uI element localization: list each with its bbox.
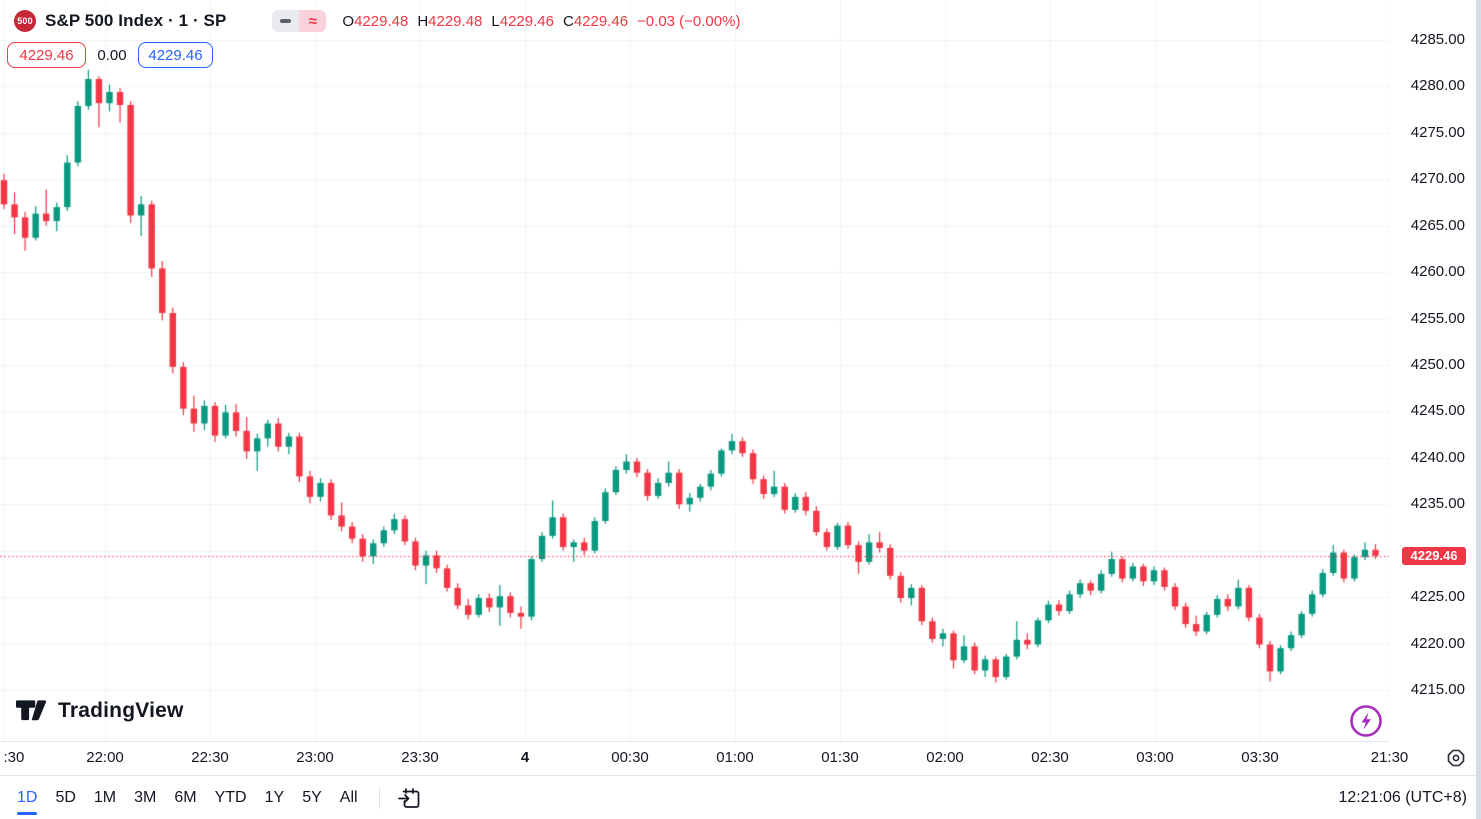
time-axis[interactable]: :30 22:00 22:30 23:00 23:30 4 00:30 01:00 01:30 0… bbox=[0, 742, 1410, 775]
go-to-date-button[interactable] bbox=[394, 782, 426, 814]
time-tick-label: 22:00 bbox=[86, 749, 124, 766]
time-tick-label: 01:00 bbox=[716, 749, 754, 766]
tradingview-logo-text: TradingView bbox=[58, 699, 184, 722]
price-tick-label: 4270.00 bbox=[1410, 170, 1465, 188]
date-range-switcher: 1D 5D 1M 3M 6M YTD 1Y 5Y All bbox=[8, 783, 367, 815]
octagon-settings-icon bbox=[1447, 749, 1465, 767]
price-tick-label: 4250.00 bbox=[1410, 356, 1465, 373]
approx-price-button[interactable]: ≈ bbox=[299, 10, 327, 32]
bottom-toolbar: 1D 5D 1M 3M 6M YTD 1Y 5Y All 12:21:06 (UTC+8) bbox=[0, 775, 1481, 819]
price-tick-label: 4215.00 bbox=[1410, 681, 1465, 698]
time-tick-label: 03:30 bbox=[1241, 749, 1279, 766]
price-tick-label: 4260.00 bbox=[1410, 263, 1465, 281]
range-button-3m[interactable]: 3M bbox=[134, 789, 157, 806]
chart-legend: 500 S&P 500 Index · 1 · SP ≈ O4229.48 H42… bbox=[14, 9, 740, 33]
wave-icon: ≈ bbox=[308, 12, 318, 30]
legend-toggle-group[interactable]: ≈ bbox=[272, 10, 327, 32]
range-button-6m[interactable]: 6M bbox=[174, 789, 197, 806]
price-tick-label: 4285.00 bbox=[1410, 31, 1465, 48]
ohlc-item: O4229.48 bbox=[342, 12, 409, 30]
calendar-arrow-icon bbox=[398, 787, 420, 808]
scrollbar-strip[interactable] bbox=[1476, 0, 1481, 819]
time-tick-label: 01:30 bbox=[821, 749, 859, 766]
time-tick-label: 23:00 bbox=[296, 749, 334, 766]
range-button-1y[interactable]: 1Y bbox=[264, 789, 285, 806]
tradingview-logo-icon bbox=[15, 700, 47, 721]
lightning-icon bbox=[1350, 705, 1382, 737]
candlestick-chart-canvas[interactable] bbox=[0, 0, 1402, 742]
ohlc-item: C4229.46 bbox=[562, 12, 629, 30]
sp500-badge-icon: 500 bbox=[14, 10, 36, 32]
order-panel: 4229.46 0.00 4229.46 bbox=[7, 42, 213, 68]
symbol-title[interactable]: S&P 500 Index · 1 · SP bbox=[45, 11, 227, 30]
buy-price-button[interactable]: 4229.46 bbox=[138, 42, 213, 68]
spread-value: 0.00 bbox=[97, 46, 127, 64]
time-axis-settings-button[interactable] bbox=[1443, 745, 1469, 771]
price-axis[interactable]: 4285.00 4280.00 4275.00 4270.00 4265.00 4260.… bbox=[1389, 0, 1476, 742]
time-tick-label: 02:30 bbox=[1031, 749, 1069, 766]
price-tick-label: 4240.00 bbox=[1410, 448, 1465, 466]
ohlc-values: O4229.48 H4229.48 L4229.46 C4229.46 −0.03 (−… bbox=[342, 13, 740, 30]
range-button-5y[interactable]: 5Y bbox=[302, 789, 322, 806]
last-price-tag[interactable]: 4229.46 bbox=[1402, 546, 1466, 565]
time-tick-label: :30 bbox=[3, 749, 25, 766]
range-button-all[interactable]: All bbox=[339, 789, 358, 806]
hide-series-button[interactable] bbox=[272, 10, 300, 32]
ohlc-item: L4229.46 bbox=[491, 12, 554, 30]
time-tick-label: 00:30 bbox=[611, 749, 649, 766]
price-tick-label: 4275.00 bbox=[1410, 123, 1465, 141]
time-tick-label: 03:00 bbox=[1136, 749, 1174, 766]
toolbar-divider bbox=[378, 787, 380, 809]
dash-icon bbox=[280, 19, 292, 23]
change-value: −0.03 (−0.00%) bbox=[637, 12, 741, 30]
range-button-5d[interactable]: 5D bbox=[55, 789, 76, 806]
price-tick-label: 4235.00 bbox=[1410, 495, 1465, 513]
instant-trading-button[interactable] bbox=[1348, 703, 1384, 739]
time-tick-label: 4 bbox=[520, 749, 530, 766]
price-tick-label: 4245.00 bbox=[1410, 402, 1465, 420]
time-tick-label: 21:30 bbox=[1370, 749, 1409, 766]
price-tick-label: 4220.00 bbox=[1410, 634, 1465, 652]
tradingview-logo[interactable]: TradingView bbox=[15, 698, 184, 724]
sell-price-button[interactable]: 4229.46 bbox=[7, 42, 86, 68]
time-tick-label: 22:30 bbox=[191, 749, 229, 766]
range-button-ytd[interactable]: YTD bbox=[214, 789, 247, 806]
price-tick-label: 4265.00 bbox=[1410, 216, 1465, 234]
price-tick-label: 4255.00 bbox=[1410, 309, 1465, 327]
range-button-1d[interactable]: 1D bbox=[8, 783, 46, 815]
price-tick-label: 4225.00 bbox=[1410, 588, 1465, 606]
price-tick-label: 4280.00 bbox=[1410, 77, 1465, 95]
range-button-1m[interactable]: 1M bbox=[93, 789, 117, 806]
ohlc-item: H4229.48 bbox=[417, 12, 483, 30]
time-tick-label: 23:30 bbox=[401, 749, 439, 766]
time-tick-label: 02:00 bbox=[926, 749, 964, 766]
clock-timezone-button[interactable]: 12:21:06 (UTC+8) bbox=[1338, 789, 1467, 806]
